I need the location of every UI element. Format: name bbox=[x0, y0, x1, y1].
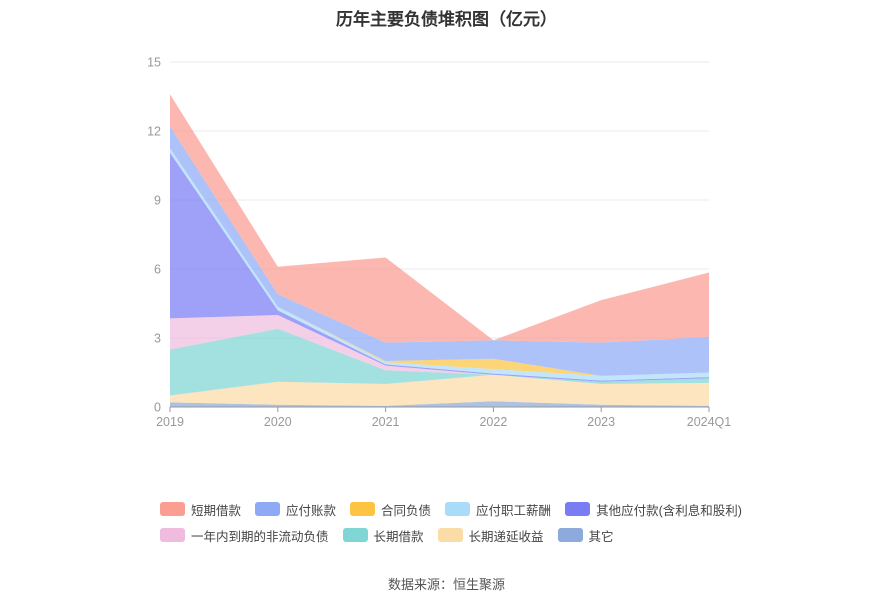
legend-label: 长期递延收益 bbox=[468, 529, 544, 544]
x-tick-label: 2022 bbox=[479, 415, 507, 429]
legend-row: 一年内到期的非流动负债 长期借款 长期递延收益 其它 bbox=[160, 522, 800, 548]
legend-item[interactable]: 其它 bbox=[557, 526, 614, 545]
y-tick-label: 6 bbox=[154, 263, 161, 277]
legend-row: 短期借款 应付账款 合同负债 应付职工薪酬 其他应付款(含利息和股利) bbox=[160, 496, 800, 522]
legend-item[interactable]: 一年内到期的非流动负债 bbox=[160, 526, 329, 545]
area-其他应付款(含利息和股利) bbox=[170, 152, 709, 382]
legend-label: 应付账款 bbox=[286, 503, 337, 518]
legend-label: 其它 bbox=[588, 529, 614, 544]
y-tick-label: 9 bbox=[154, 194, 161, 208]
legend-swatch bbox=[160, 502, 185, 516]
legend-item[interactable]: 应付职工薪酬 bbox=[445, 500, 551, 519]
legend-item[interactable]: 合同负债 bbox=[350, 500, 431, 519]
legend-item[interactable]: 应付账款 bbox=[255, 500, 336, 519]
area-短期借款 bbox=[170, 94, 709, 343]
legend-label: 其他应付款(含利息和股利) bbox=[596, 503, 742, 518]
area-其它 bbox=[170, 401, 709, 407]
legend-label: 长期借款 bbox=[373, 529, 424, 544]
source-text: 数据来源：恒生聚源 bbox=[387, 577, 505, 592]
x-tick-label: 2023 bbox=[587, 415, 615, 429]
area-一年内到期的非流动负债 bbox=[170, 315, 709, 382]
x-tick-label: 2020 bbox=[264, 415, 292, 429]
legend-item[interactable]: 长期借款 bbox=[342, 526, 424, 545]
legend-label: 一年内到期的非流动负债 bbox=[191, 529, 329, 544]
legend-swatch bbox=[565, 502, 591, 516]
legend-label: 合同负债 bbox=[381, 503, 432, 518]
area-series bbox=[170, 94, 709, 407]
y-tick-label: 3 bbox=[154, 332, 161, 346]
y-axis-labels: 0 3 6 9 12 15 bbox=[147, 56, 161, 415]
legend-item[interactable]: 长期递延收益 bbox=[437, 526, 544, 545]
legend-swatch bbox=[350, 502, 376, 516]
legend-swatch bbox=[557, 528, 583, 542]
x-axis-labels: 2019 2020 2021 2022 2023 2024Q1 bbox=[156, 415, 731, 429]
legend-label: 应付职工薪酬 bbox=[476, 503, 552, 518]
legend-item[interactable]: 短期借款 bbox=[160, 500, 241, 519]
x-tick-label: 2019 bbox=[156, 415, 184, 429]
y-tick-label: 15 bbox=[147, 56, 161, 70]
area-应付职工薪酬 bbox=[170, 148, 709, 381]
area-长期借款 bbox=[170, 328, 709, 396]
y-tick-label: 12 bbox=[147, 125, 161, 139]
legend-swatch bbox=[160, 528, 185, 542]
y-tick-label: 0 bbox=[154, 401, 161, 415]
area-应付账款 bbox=[170, 126, 709, 376]
legend-swatch bbox=[342, 528, 368, 542]
legend-swatch bbox=[255, 502, 281, 516]
area-长期递延收益 bbox=[170, 374, 709, 406]
legend-swatch bbox=[445, 502, 471, 516]
legend-item[interactable]: 其他应付款(含利息和股利) bbox=[565, 500, 742, 519]
axes bbox=[169, 406, 710, 412]
chart-title: 历年主要负债堆积图（亿元） bbox=[336, 10, 557, 29]
legend-swatch bbox=[437, 528, 463, 542]
x-tick-label: 2021 bbox=[372, 415, 400, 429]
legend-label: 短期借款 bbox=[191, 503, 242, 518]
legend: 短期借款 应付账款 合同负债 应付职工薪酬 其他应付款(含利息和股利) 一年内到期的非流动… bbox=[160, 496, 800, 548]
x-tick-label: 2024Q1 bbox=[687, 415, 732, 429]
